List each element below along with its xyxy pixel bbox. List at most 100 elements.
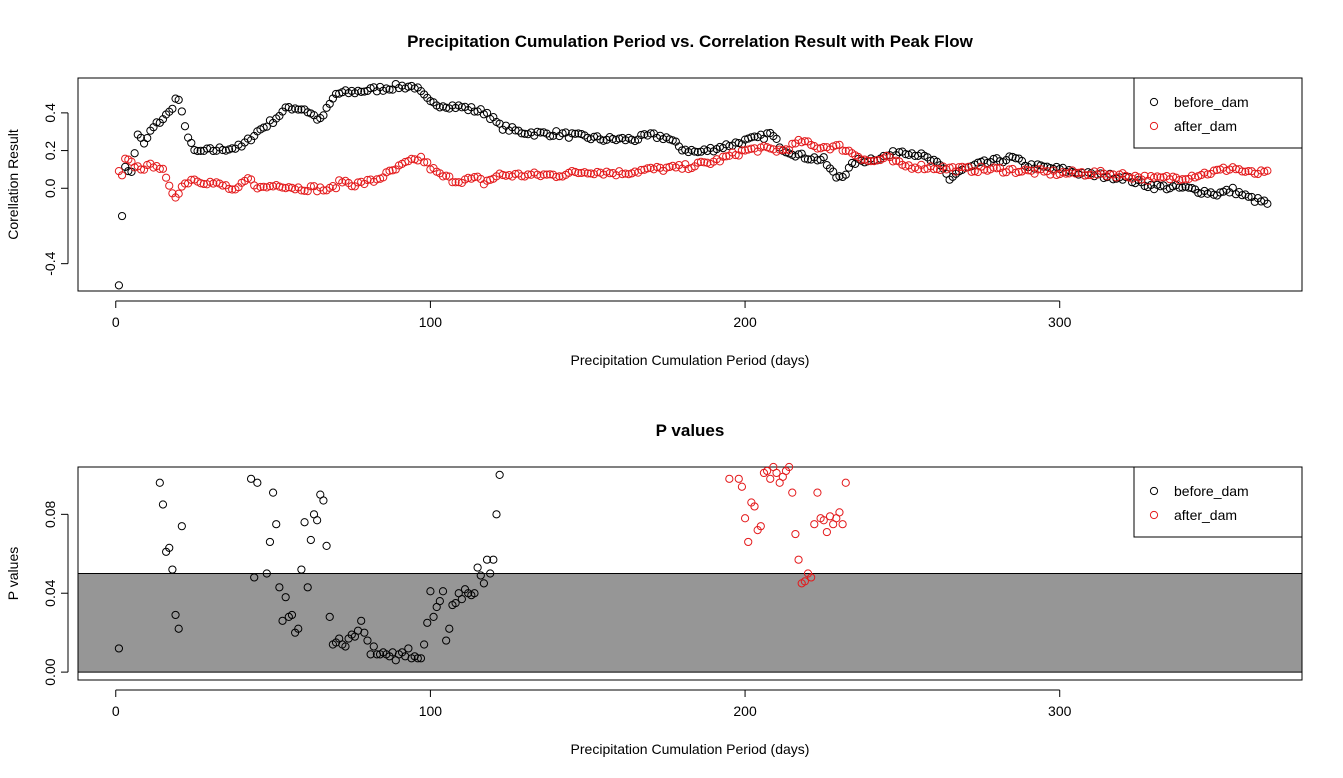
data-point xyxy=(300,186,309,195)
data-point xyxy=(168,104,177,113)
data-point xyxy=(756,522,765,531)
data-point xyxy=(423,158,432,167)
legend-label: before_dam xyxy=(1174,94,1249,110)
data-point xyxy=(177,522,186,531)
data-point xyxy=(1080,171,1089,180)
data-point xyxy=(174,95,183,104)
x-tick-label: 200 xyxy=(733,314,757,330)
data-point xyxy=(542,170,551,179)
data-point xyxy=(1184,183,1193,192)
data-point xyxy=(228,144,237,153)
data-point xyxy=(1156,173,1165,182)
y-tick-label: 0.04 xyxy=(42,579,58,606)
data-point xyxy=(294,105,303,114)
data-point xyxy=(832,141,841,150)
data-point xyxy=(489,555,498,564)
data-point xyxy=(385,166,394,175)
data-point xyxy=(750,132,759,141)
data-point xyxy=(262,122,271,131)
data-point xyxy=(1083,170,1093,180)
data-point xyxy=(747,133,756,142)
data-point xyxy=(360,628,369,637)
data-point xyxy=(731,150,740,160)
x-axis: 0 100 200 300 Precipitation Cumulation Perio… xyxy=(112,300,1072,368)
data-point xyxy=(533,127,542,136)
data-point xyxy=(313,516,322,525)
data-point xyxy=(813,488,822,497)
data-point xyxy=(416,654,426,663)
data-point xyxy=(486,569,495,578)
data-point xyxy=(1203,170,1212,179)
data-point xyxy=(693,158,702,167)
significance-band xyxy=(77,573,1303,673)
series-before-dam xyxy=(114,470,504,665)
data-point xyxy=(731,138,740,147)
data-point xyxy=(835,172,844,181)
data-point xyxy=(190,145,199,155)
data-point xyxy=(1181,175,1190,184)
data-point xyxy=(929,165,938,174)
data-point xyxy=(637,130,646,140)
data-point xyxy=(552,172,561,182)
data-point xyxy=(1005,152,1014,161)
data-point xyxy=(306,182,315,191)
data-point xyxy=(420,640,429,649)
p-values-panel: P values 0 100 200 300 Precipitation Cumulati… xyxy=(5,421,1303,757)
data-point xyxy=(196,179,205,188)
data-point xyxy=(275,583,284,592)
data-point xyxy=(187,175,196,184)
data-point xyxy=(1238,167,1247,176)
legend-box xyxy=(1133,77,1303,149)
data-point xyxy=(363,175,372,185)
data-point xyxy=(785,146,794,155)
legend-marker xyxy=(1149,97,1159,107)
data-point xyxy=(470,589,479,598)
data-point xyxy=(224,184,234,194)
legend-marker xyxy=(1149,510,1159,520)
data-point xyxy=(722,152,731,161)
data-point xyxy=(297,186,306,195)
data-point xyxy=(353,178,363,187)
data-point xyxy=(262,569,271,578)
data-point xyxy=(168,565,177,574)
data-point xyxy=(737,482,747,491)
data-point xyxy=(744,145,753,154)
data-point xyxy=(388,166,397,175)
data-point xyxy=(438,587,448,596)
data-point xyxy=(353,86,363,95)
data-point xyxy=(1194,188,1203,197)
data-point xyxy=(442,636,451,645)
data-point xyxy=(1238,191,1247,200)
data-point xyxy=(306,535,315,545)
x-axis: 0 100 200 300 Precipitation Cumulation Perio… xyxy=(112,689,1072,757)
data-point xyxy=(479,579,489,588)
data-point xyxy=(184,133,193,142)
data-point xyxy=(1263,199,1272,208)
data-point xyxy=(476,571,485,580)
y-tick-label: 0.2 xyxy=(42,141,58,161)
data-point xyxy=(259,182,268,191)
data-point xyxy=(1250,169,1259,178)
data-point xyxy=(457,595,466,604)
data-point xyxy=(369,642,378,651)
chart-title: Precipitation Cumulation Period vs. Corr… xyxy=(407,32,974,51)
data-point xyxy=(838,520,847,529)
data-point xyxy=(901,150,910,159)
data-point xyxy=(246,474,256,483)
data-point xyxy=(404,644,413,653)
data-point xyxy=(847,158,857,168)
data-point xyxy=(174,189,183,198)
data-point xyxy=(357,616,366,625)
data-point xyxy=(501,171,511,180)
data-point xyxy=(265,182,275,191)
data-point xyxy=(819,153,828,162)
data-point xyxy=(268,488,278,497)
data-point xyxy=(250,573,259,582)
data-point xyxy=(970,167,979,176)
data-point xyxy=(482,555,492,564)
data-point xyxy=(810,520,819,529)
data-point xyxy=(586,169,595,178)
data-point xyxy=(278,183,287,192)
data-point xyxy=(926,156,935,165)
data-point xyxy=(678,146,687,155)
